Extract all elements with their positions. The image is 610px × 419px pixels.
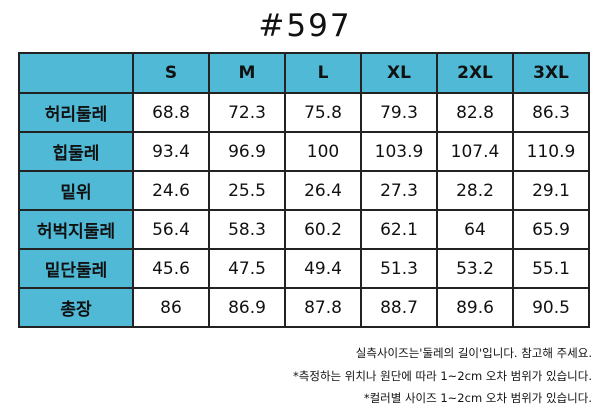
cell: 79.3	[360, 92, 438, 133]
row-label: 힙둘레	[18, 131, 134, 172]
cell: 27.3	[360, 170, 438, 211]
cell: 86	[132, 287, 210, 328]
cell: 56.4	[132, 209, 210, 250]
cell: 24.6	[132, 170, 210, 211]
cell: 62.1	[360, 209, 438, 250]
cell: 89.6	[436, 287, 514, 328]
row-label: 허리둘레	[18, 92, 134, 133]
cell: 72.3	[208, 92, 286, 133]
cell: 87.8	[284, 287, 362, 328]
cell: 100	[284, 131, 362, 172]
size-table: S M L XL 2XL 3XL 허리둘레 68.8 72.3 75.8 79.3 82.8 86.3 힙…	[18, 52, 590, 328]
column-header: 2XL	[436, 52, 514, 94]
column-header: S	[132, 52, 210, 94]
table-row: 총장 86 86.9 87.8 88.7 89.6 90.5	[18, 287, 590, 328]
cell: 25.5	[208, 170, 286, 211]
column-header: L	[284, 52, 362, 94]
cell: 103.9	[360, 131, 438, 172]
cell: 28.2	[436, 170, 514, 211]
note: *컬러별 사이즈 1~2cm 오차 범위가 있습니다.	[363, 391, 592, 405]
cell: 65.9	[512, 209, 590, 250]
table-row: 허벅지둘레 56.4 58.3 60.2 62.1 64 65.9	[18, 209, 590, 250]
row-label: 밑단둘레	[18, 248, 134, 289]
cell: 110.9	[512, 131, 590, 172]
cell: 51.3	[360, 248, 438, 289]
cell: 90.5	[512, 287, 590, 328]
cell: 75.8	[284, 92, 362, 133]
table-row: 힙둘레 93.4 96.9 100 103.9 107.4 110.9	[18, 131, 590, 172]
notes: 실측사이즈는'둘레의 길이'입니다. 참고해 주세요. *측정하는 위치나 원단에…	[293, 342, 592, 410]
corner-cell	[18, 52, 134, 94]
cell: 107.4	[436, 131, 514, 172]
table-row: 밑위 24.6 25.5 26.4 27.3 28.2 29.1	[18, 170, 590, 211]
cell: 82.8	[436, 92, 514, 133]
cell: 53.2	[436, 248, 514, 289]
header-row: S M L XL 2XL 3XL	[18, 52, 590, 94]
cell: 45.6	[132, 248, 210, 289]
note: *측정하는 위치나 원단에 따라 1~2cm 오차 범위가 있습니다.	[293, 368, 592, 383]
table-row: 밑단둘레 45.6 47.5 49.4 51.3 53.2 55.1	[18, 248, 590, 289]
note: 실측사이즈는'둘레의 길이'입니다. 참고해 주세요.	[355, 346, 592, 360]
column-header: 3XL	[512, 52, 590, 94]
cell: 58.3	[208, 209, 286, 250]
row-label: 총장	[18, 287, 134, 328]
row-label: 밑위	[18, 170, 134, 211]
row-label: 허벅지둘레	[18, 209, 134, 250]
title: #597	[258, 8, 352, 44]
cell: 93.4	[132, 131, 210, 172]
column-header: M	[208, 52, 286, 94]
cell: 96.9	[208, 131, 286, 172]
cell: 29.1	[512, 170, 590, 211]
cell: 68.8	[132, 92, 210, 133]
table-row: 허리둘레 68.8 72.3 75.8 79.3 82.8 86.3	[18, 92, 590, 133]
cell: 86.3	[512, 92, 590, 133]
cell: 86.9	[208, 287, 286, 328]
cell: 47.5	[208, 248, 286, 289]
cell: 60.2	[284, 209, 362, 250]
cell: 49.4	[284, 248, 362, 289]
cell: 64	[436, 209, 514, 250]
column-header: XL	[360, 52, 438, 94]
cell: 55.1	[512, 248, 590, 289]
cell: 26.4	[284, 170, 362, 211]
cell: 88.7	[360, 287, 438, 328]
